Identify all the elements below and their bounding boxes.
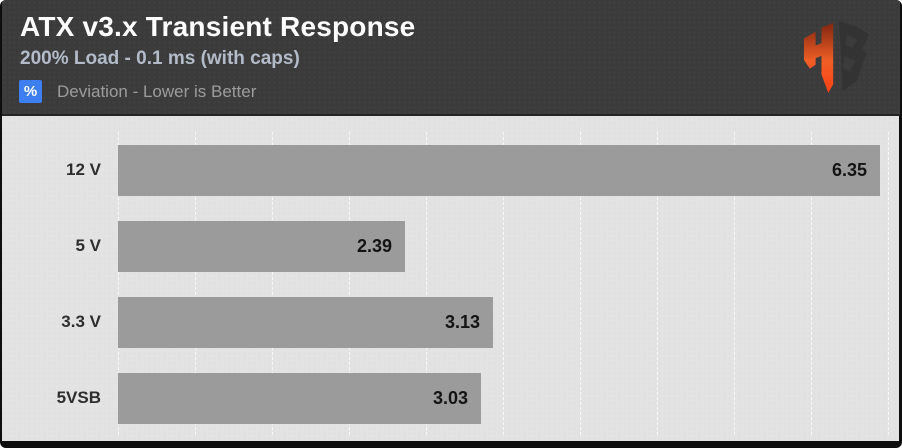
value-label: 6.35 xyxy=(831,159,867,180)
percent-badge: % xyxy=(19,80,42,103)
category-label: 3.3 V xyxy=(61,312,101,331)
bar-row: 5VSB 3.03 xyxy=(2,360,899,436)
value-label: 3.13 xyxy=(444,311,480,332)
legend-label: Deviation - Lower is Better xyxy=(57,81,257,101)
hardware-busters-logo-icon xyxy=(803,20,870,94)
gridline xyxy=(580,132,581,435)
chart-title: ATX v3.x Transient Response xyxy=(20,11,416,42)
gridline xyxy=(734,132,735,435)
bar-row: 5 V 2.39 xyxy=(2,208,899,284)
gridline xyxy=(118,132,119,435)
gridline xyxy=(272,132,273,435)
category-label: 5 V xyxy=(75,236,101,255)
gridline xyxy=(503,132,504,435)
bar-row: 12 V 6.35 xyxy=(2,132,899,208)
gridlines xyxy=(118,132,889,435)
value-bar: 2.39 xyxy=(118,220,405,272)
value-bar: 3.13 xyxy=(118,296,493,348)
chart-subtitle: 200% Load - 0.1 ms (with caps) xyxy=(20,48,300,69)
legend: % Deviation - Lower is Better xyxy=(19,80,256,103)
category-label: 12 V xyxy=(66,160,101,179)
gridline xyxy=(195,132,196,435)
gridline xyxy=(888,132,889,435)
plot-area: 12 V 6.35 5 V 2.39 3.3 V 3.13 5VSB 3.03 xyxy=(2,116,899,441)
value-label: 2.39 xyxy=(356,235,392,256)
value-bar: 6.35 xyxy=(118,144,880,196)
value-bar: 3.03 xyxy=(118,372,481,424)
gridline xyxy=(426,132,427,435)
value-label: 3.03 xyxy=(432,387,468,408)
chart-header: ATX v3.x Transient Response 200% Load - … xyxy=(2,0,900,116)
gridline xyxy=(657,132,658,435)
bar-rows: 12 V 6.35 5 V 2.39 3.3 V 3.13 5VSB 3.03 xyxy=(2,132,899,436)
gridline xyxy=(349,132,350,435)
category-label: 5VSB xyxy=(56,388,101,407)
bar-row: 3.3 V 3.13 xyxy=(2,284,899,360)
gridline xyxy=(811,132,812,435)
